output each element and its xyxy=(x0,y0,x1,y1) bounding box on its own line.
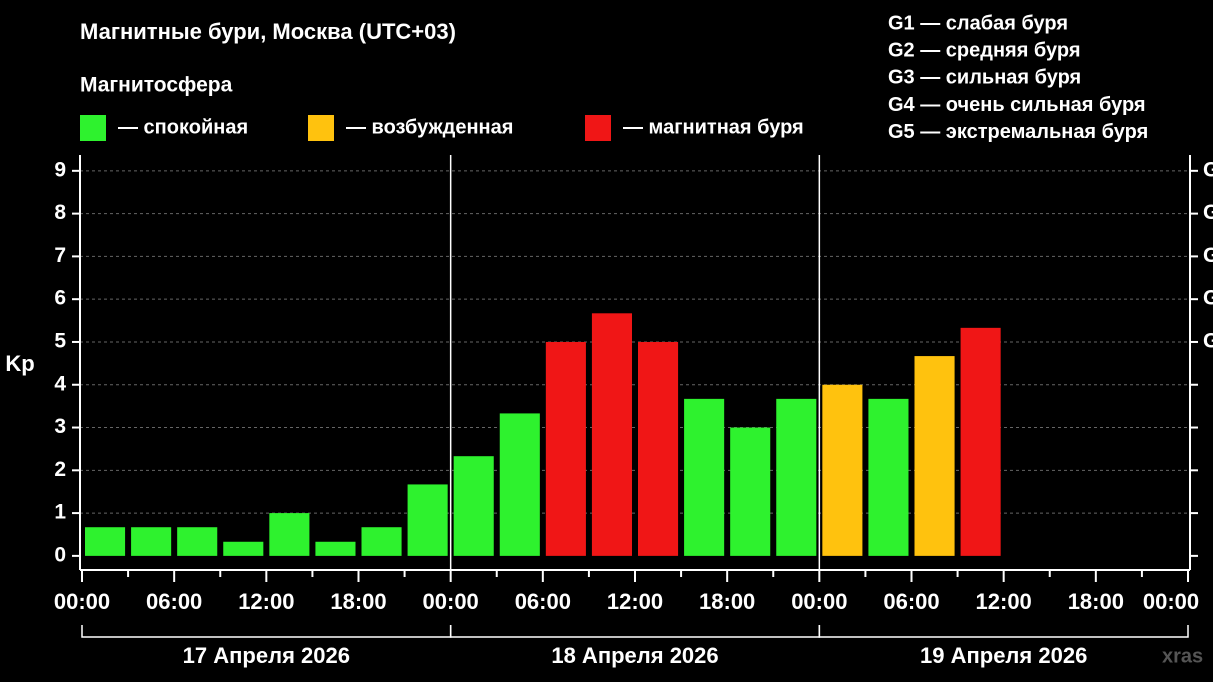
x-tick-label: 06:00 xyxy=(883,589,939,614)
x-tick-label: 18:00 xyxy=(330,589,386,614)
y2-tick-label: G5 xyxy=(1203,158,1213,181)
x-tick-label: 00:00 xyxy=(1143,589,1199,614)
bar xyxy=(914,356,955,556)
y-tick-label: 7 xyxy=(54,244,66,267)
x-tick-label: 12:00 xyxy=(238,589,294,614)
y-tick-label: 5 xyxy=(54,330,66,353)
x-tick-label: 18:00 xyxy=(1068,589,1124,614)
scale-legend-item: G4 — очень сильная буря xyxy=(888,94,1146,116)
bar xyxy=(407,484,448,556)
day-label: 19 Апреля 2026 xyxy=(920,643,1087,668)
y2-tick-label: G3 xyxy=(1203,244,1213,267)
bar xyxy=(223,541,264,556)
y-axis-label: Kp xyxy=(5,351,34,376)
x-tick-label: 06:00 xyxy=(146,589,202,614)
scale-legend-item: G2 — средняя буря xyxy=(888,39,1081,61)
bar xyxy=(315,541,356,556)
bar xyxy=(269,513,310,556)
bar xyxy=(177,527,218,556)
bar xyxy=(868,398,909,556)
watermark: xras xyxy=(1162,645,1203,667)
x-tick-label: 12:00 xyxy=(607,589,663,614)
x-tick-label: 06:00 xyxy=(515,589,571,614)
bar xyxy=(591,313,632,556)
y-tick-label: 2 xyxy=(54,458,66,481)
legend-label: — магнитная буря xyxy=(623,116,804,138)
x-tick-label: 12:00 xyxy=(976,589,1032,614)
x-tick-label: 00:00 xyxy=(54,589,110,614)
legend-swatch xyxy=(80,115,106,141)
scale-legend-item: G1 — слабая буря xyxy=(888,12,1068,34)
y2-tick-label: G2 xyxy=(1203,287,1213,310)
bar xyxy=(776,398,817,556)
y2-tick-label: G1 xyxy=(1203,330,1213,353)
x-tick-label: 18:00 xyxy=(699,589,755,614)
bar xyxy=(85,527,126,556)
subtitle: Магнитосфера xyxy=(80,74,233,97)
bar xyxy=(730,427,771,556)
legend-label: — спокойная xyxy=(118,116,248,138)
day-label: 18 Апреля 2026 xyxy=(551,643,718,668)
legend-swatch xyxy=(308,115,334,141)
y-tick-label: 9 xyxy=(54,158,66,181)
x-tick-label: 00:00 xyxy=(791,589,847,614)
y2-tick-label: G4 xyxy=(1203,201,1213,224)
bar xyxy=(499,413,540,556)
bar xyxy=(545,341,586,556)
legend-swatch xyxy=(585,115,611,141)
y-tick-label: 8 xyxy=(54,201,66,224)
y-tick-label: 6 xyxy=(54,287,66,310)
scale-legend-item: G5 — экстремальная буря xyxy=(888,121,1148,143)
scale-legend-item: G3 — сильная буря xyxy=(888,67,1081,89)
bar xyxy=(361,527,402,556)
day-bracket xyxy=(818,625,1189,638)
legend-label: — возбужденная xyxy=(346,116,513,138)
x-tick-label: 00:00 xyxy=(423,589,479,614)
bar xyxy=(822,384,863,556)
bar xyxy=(684,398,725,556)
y-tick-label: 3 xyxy=(54,415,66,438)
chart-title: Магнитные бури, Москва (UTC+03) xyxy=(80,19,456,44)
day-label: 17 Апреля 2026 xyxy=(183,643,350,668)
y-tick-label: 4 xyxy=(54,372,66,395)
bar xyxy=(960,327,1001,556)
y-tick-label: 0 xyxy=(54,543,66,566)
y-tick-label: 1 xyxy=(54,501,66,524)
bar xyxy=(131,527,172,556)
bar xyxy=(638,341,679,556)
bar xyxy=(453,456,494,556)
